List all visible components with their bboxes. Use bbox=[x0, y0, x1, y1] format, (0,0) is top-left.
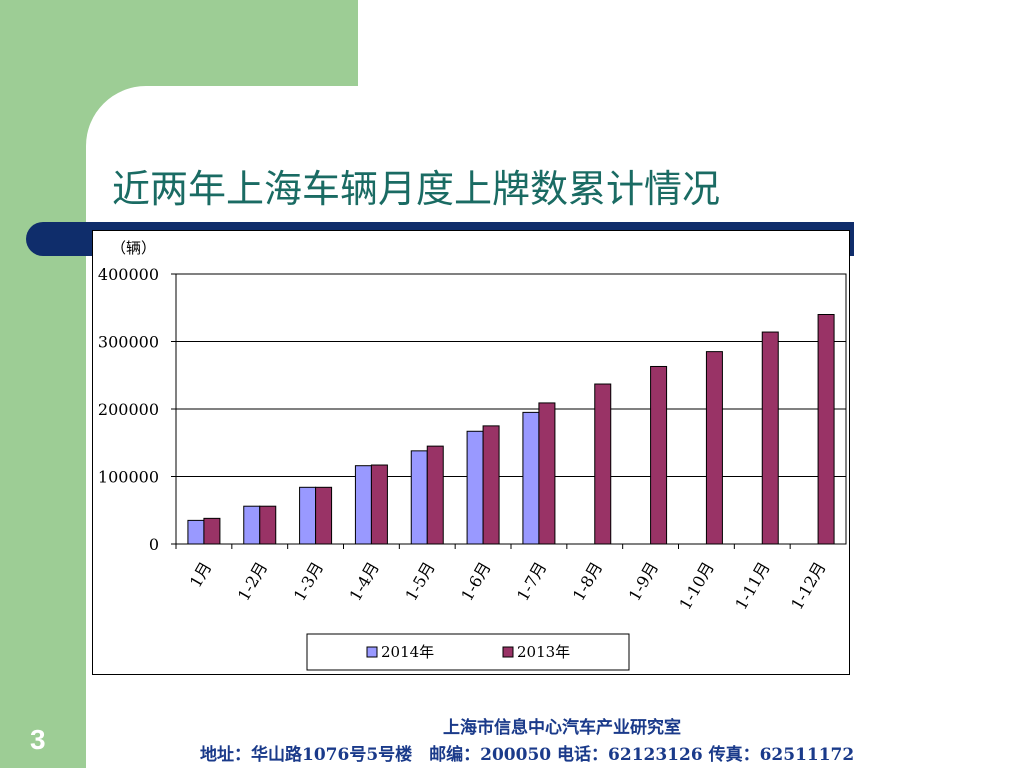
y-tick-labels: 0 100000 200000 300000 400000 bbox=[98, 265, 159, 554]
legend-label: 2014年 bbox=[381, 643, 434, 661]
bar-series1 bbox=[354, 465, 372, 545]
x-tick-label: 1-9月 bbox=[625, 559, 662, 605]
bar-series1 bbox=[243, 505, 261, 545]
bar-chart: （辆） 0 100000 200000 300000 400000 1月 1-2月 1-3月… bbox=[98, 239, 847, 671]
x-tick-label: 1-5月 bbox=[401, 559, 438, 605]
bars bbox=[187, 314, 835, 545]
y-unit-label: （辆） bbox=[111, 239, 156, 257]
legend-label: 2013年 bbox=[517, 643, 570, 661]
bar-series2 bbox=[482, 425, 500, 545]
x-tick-label: 1-12月 bbox=[787, 559, 829, 613]
bar-series2 bbox=[203, 517, 221, 545]
y-tick-label: 300000 bbox=[98, 333, 159, 352]
x-tick-label: 1-3月 bbox=[290, 559, 327, 605]
x-tick-labels: 1月 1-2月 1-3月 1-4月 1-5月 1-6月 1-7月 1-8月 1-9月 1-10月 1… bbox=[186, 559, 830, 613]
bar-series2 bbox=[594, 383, 612, 545]
bar-series1 bbox=[187, 519, 205, 545]
x-tick-label: 1-6月 bbox=[457, 559, 494, 605]
legend-swatch bbox=[502, 646, 514, 658]
y-tick-label: 400000 bbox=[98, 265, 159, 284]
chart-frame: （辆） 0 100000 200000 300000 400000 1月 1-2月 1-3月… bbox=[92, 230, 850, 675]
bar-series2 bbox=[426, 445, 444, 545]
footer-contact: 地址：华山路1076号5号楼 邮编：200050 电话：62123126 传真：… bbox=[200, 745, 855, 765]
grid-lines bbox=[176, 273, 846, 477]
page-number: 3 bbox=[30, 724, 46, 755]
bar-series2 bbox=[370, 464, 388, 545]
bar-series1 bbox=[299, 486, 317, 545]
bar-series2 bbox=[817, 314, 835, 545]
legend: 2014年 2013年 bbox=[306, 633, 630, 671]
bar-series2 bbox=[761, 331, 779, 545]
y-tick-label: 100000 bbox=[98, 468, 159, 487]
header-white-block bbox=[358, 0, 1024, 86]
bar-series2 bbox=[650, 365, 668, 545]
legend-box bbox=[306, 633, 630, 671]
x-tick-label: 1-10月 bbox=[675, 559, 717, 613]
y-tick-label: 0 bbox=[149, 535, 159, 554]
slide-title: 近两年上海车辆月度上牌数累计情况 bbox=[112, 167, 721, 211]
x-tick-label: 1-2月 bbox=[234, 559, 271, 605]
bar-series1 bbox=[410, 450, 428, 545]
bar-series1 bbox=[466, 430, 484, 545]
x-tick-label: 1-11月 bbox=[731, 559, 773, 613]
axes bbox=[171, 273, 847, 549]
x-tick-label: 1-8月 bbox=[569, 559, 606, 605]
x-tick-label: 1月 bbox=[186, 559, 216, 591]
footer-organization: 上海市信息中心汽车产业研究室 bbox=[443, 718, 681, 738]
x-tick-label: 1-4月 bbox=[346, 559, 383, 605]
x-tick-label: 1-7月 bbox=[513, 559, 550, 605]
bar-series1 bbox=[522, 411, 540, 545]
bar-series2 bbox=[259, 505, 277, 545]
bar-series2 bbox=[705, 351, 723, 545]
bar-series2 bbox=[538, 402, 556, 545]
legend-swatch bbox=[366, 646, 378, 658]
y-tick-label: 200000 bbox=[98, 400, 159, 419]
bar-series2 bbox=[315, 486, 333, 545]
